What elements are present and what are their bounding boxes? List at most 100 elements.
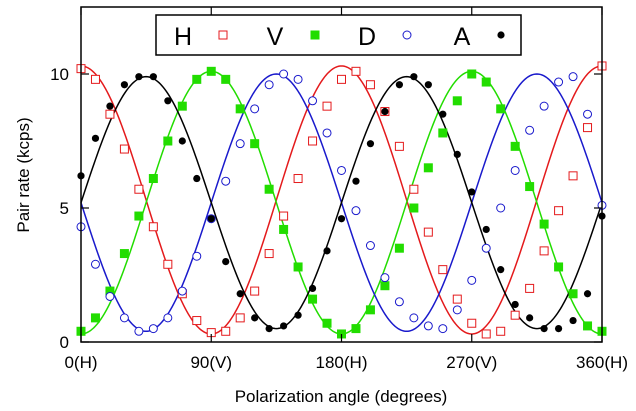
series-d-points (76, 69, 607, 336)
data-point-d (351, 206, 361, 216)
data-point-a (497, 266, 505, 274)
data-point-h (351, 66, 361, 76)
data-point-d (177, 286, 187, 296)
data-point-v (452, 96, 462, 106)
data-point-d (337, 165, 346, 175)
data-point-a (583, 290, 592, 298)
data-point-v (90, 313, 100, 323)
data-markers (76, 61, 607, 339)
data-point-h (192, 316, 202, 326)
data-point-d (148, 324, 158, 334)
data-point-v (235, 104, 245, 114)
legend-marker-h (218, 30, 228, 40)
data-point-a (178, 137, 186, 145)
data-point-v (264, 184, 274, 194)
data-point-d (293, 74, 303, 84)
data-point-h (539, 246, 549, 256)
data-point-v (119, 249, 129, 259)
data-point-v (539, 219, 549, 229)
data-point-d (554, 77, 564, 87)
data-point-a (439, 110, 447, 118)
data-point-a (352, 177, 360, 185)
data-point-a (554, 325, 563, 333)
data-point-h (481, 329, 491, 339)
x-tick-label: 0(H) (64, 353, 97, 372)
data-point-d (423, 321, 433, 331)
data-point-h (119, 144, 129, 154)
data-point-v (496, 104, 506, 114)
data-point-v (192, 74, 202, 84)
data-point-d (481, 243, 491, 253)
data-point-d (264, 80, 274, 90)
data-point-a (222, 258, 230, 266)
data-point-v (510, 141, 520, 151)
data-point-v (467, 69, 477, 79)
data-point-d (438, 324, 448, 334)
data-point-h (264, 249, 274, 259)
data-point-d (119, 313, 129, 323)
data-point-h (235, 313, 245, 323)
data-point-a (511, 300, 519, 309)
data-point-h (148, 222, 158, 232)
data-point-d (525, 125, 535, 135)
data-point-d (583, 109, 593, 119)
data-point-a (366, 140, 375, 148)
data-point-h (365, 80, 375, 90)
data-point-a (294, 311, 302, 319)
y-tick-label: 0 (60, 333, 69, 352)
legend-label-h: H (174, 23, 192, 51)
data-point-h (221, 326, 231, 336)
data-point-v (177, 101, 187, 111)
legend-marker-d (402, 30, 412, 40)
data-point-a (381, 107, 389, 116)
data-point-a (251, 314, 259, 322)
data-point-v (322, 318, 332, 328)
data-point-h (250, 286, 260, 296)
data-point-v (423, 163, 433, 173)
x-tick-label: 180(H) (316, 353, 368, 372)
data-point-a (395, 81, 403, 89)
data-point-h (90, 74, 100, 84)
data-point-a (424, 81, 432, 89)
data-point-a (337, 215, 346, 223)
data-point-v (337, 329, 346, 339)
data-point-a (482, 225, 490, 234)
data-point-d (496, 203, 506, 213)
data-point-h (322, 101, 332, 111)
data-point-v (568, 289, 578, 299)
data-point-a (149, 73, 157, 81)
data-point-v (351, 324, 361, 334)
data-point-v (134, 211, 144, 221)
data-point-a (91, 134, 100, 142)
data-point-h (293, 174, 303, 184)
data-point-d (308, 96, 318, 106)
data-point-a (135, 73, 143, 81)
data-point-v (554, 262, 564, 272)
data-point-h (554, 206, 564, 216)
data-point-d (134, 326, 144, 336)
data-point-h (525, 283, 535, 293)
data-point-d (250, 104, 260, 114)
data-point-h (308, 136, 318, 146)
data-point-a (207, 215, 215, 223)
data-point-v (409, 203, 419, 213)
y-tick-label: 10 (50, 65, 69, 84)
data-point-d (409, 313, 419, 323)
data-point-a (468, 188, 476, 196)
data-point-a (106, 102, 114, 110)
data-point-d (163, 313, 173, 323)
data-point-h (337, 74, 346, 84)
data-point-h (394, 141, 404, 151)
data-point-v (250, 139, 260, 149)
data-point-v (394, 243, 404, 253)
y-axis-label: Pair rate (kcps) (14, 117, 33, 232)
data-point-d (192, 251, 202, 261)
data-point-a (280, 322, 288, 330)
data-point-h (105, 109, 115, 119)
data-point-h (163, 259, 173, 269)
data-point-v (380, 281, 390, 291)
data-point-d (322, 128, 332, 138)
data-point-v (105, 286, 115, 296)
